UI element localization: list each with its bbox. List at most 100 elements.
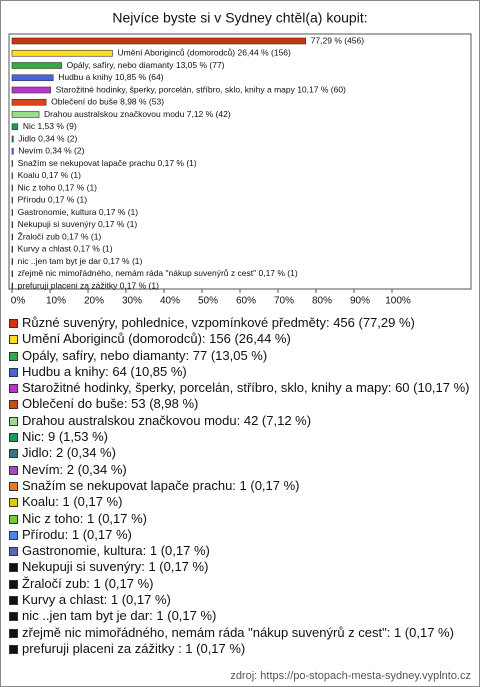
legend-swatch — [9, 335, 18, 345]
legend-swatch — [9, 384, 18, 394]
legend-item: Drahou australskou značkovou modu: 42 (7… — [9, 413, 471, 429]
legend-item: Gastronomie, kultura: 1 (0,17 %) — [9, 543, 471, 559]
value-label: nic ..jen tam byt je dar 0,17 % (1) — [18, 256, 143, 266]
legend-swatch — [9, 612, 18, 622]
value-label: Oblečení do buše 8,98 % (53) — [51, 97, 164, 107]
x-tick-label: 90% — [350, 296, 370, 307]
x-tick-label: 30% — [122, 296, 142, 307]
legend-label: Jidlo: 2 (0,34 %) — [22, 445, 116, 461]
legend-label: Oblečení do buše: 53 (8,98 %) — [22, 396, 199, 412]
legend-swatch — [9, 644, 18, 654]
bar — [11, 49, 113, 57]
legend-label: Přírodu: 1 (0,17 %) — [22, 526, 132, 542]
bar — [11, 282, 13, 290]
value-label: prefuruji placeni za zážitky 0,17 % (1) — [18, 280, 159, 290]
legend-label: Nevím: 2 (0,34 %) — [22, 461, 127, 477]
bar — [11, 184, 13, 192]
bar — [11, 196, 13, 204]
legend-label: Nekupuji si suvenýry: 1 (0,17 %) — [22, 559, 209, 575]
x-tick-label: 0% — [11, 296, 26, 307]
legend-swatch — [9, 579, 18, 589]
value-label: Drahou australskou značkovou modu 7,12 %… — [44, 109, 231, 119]
value-label: Nekupuji si suvenýry 0,17 % (1) — [18, 219, 138, 229]
value-label: Koalu 0,17 % (1) — [18, 170, 81, 180]
value-label: Snažím se nekupovat lapače prachu 0,17 %… — [18, 158, 197, 168]
legend-item: nic ..jen tam byt je dar: 1 (0,17 %) — [9, 608, 471, 624]
x-tick-label: 40% — [160, 296, 180, 307]
bar — [11, 270, 13, 278]
legend-label: Různé suvenýry, pohlednice, vzpomínkové … — [22, 315, 415, 330]
value-label: Nic z toho 0,17 % (1) — [18, 182, 98, 192]
legend-label: Nic: 9 (1,53 %) — [22, 429, 108, 445]
legend-swatch — [9, 465, 18, 475]
legend-label: Snažím se nekupovat lapače prachu: 1 (0,… — [22, 477, 300, 493]
legend-item: Koalu: 1 (0,17 %) — [9, 494, 471, 510]
bar — [11, 37, 307, 45]
legend-item: Nekupuji si suvenýry: 1 (0,17 %) — [9, 559, 471, 575]
value-label: Nic 1,53 % (9) — [23, 121, 77, 131]
legend-item: Starožitné hodinky, šperky, porcelán, st… — [9, 380, 471, 396]
legend-swatch — [9, 498, 18, 508]
bar — [11, 98, 47, 106]
legend-swatch — [9, 547, 18, 557]
legend-swatch — [9, 433, 18, 443]
legend-swatch — [9, 400, 18, 410]
legend-item: prefuruji placeni za zážitky : 1 (0,17 %… — [9, 641, 471, 657]
bar — [11, 147, 14, 155]
value-label: Starožitné hodinky, šperky, porcelán, st… — [56, 84, 346, 94]
bar — [11, 233, 13, 241]
legend-label: zřejmě nic mimořádného, nemám ráda "náku… — [22, 624, 454, 640]
bar — [11, 221, 13, 229]
legend-item: Opály, safíry, nebo diamanty: 77 (13,05 … — [9, 348, 471, 364]
value-label: Žraločí zub 0,17 % (1) — [18, 231, 102, 241]
value-label: Umění Aboriginců (domorodců) 26,44 % (15… — [117, 48, 291, 58]
legend-item: Žraločí zub: 1 (0,17 %) — [9, 576, 471, 592]
legend: Různé suvenýry, pohlednice, vzpomínkové … — [9, 315, 471, 657]
legend-swatch — [9, 416, 18, 426]
legend-swatch — [9, 530, 18, 540]
legend-label: Umění Aboriginců (domorodců): 156 (26,44… — [22, 331, 291, 347]
legend-label: prefuruji placeni za zážitky : 1 (0,17 %… — [22, 640, 246, 656]
legend-swatch — [9, 514, 18, 524]
legend-swatch — [9, 563, 18, 573]
x-tick-label: 80% — [312, 296, 332, 307]
chart: Nejvíce byste si v Sydney chtěl(a) koupi… — [8, 10, 472, 307]
bar — [11, 245, 13, 253]
value-label: Jidlo 0,34 % (2) — [18, 133, 77, 143]
legend-label: Gastronomie, kultura: 1 (0,17 %) — [22, 543, 210, 559]
legend-swatch — [9, 628, 18, 638]
legend-label: Koalu: 1 (0,17 %) — [22, 494, 123, 510]
legend-swatch — [9, 367, 18, 377]
legend-label: Opály, safíry, nebo diamanty: 77 (13,05 … — [22, 347, 268, 363]
bar — [11, 62, 62, 69]
bar — [11, 135, 14, 143]
value-label: Hudbu a knihy 10,85 % (64) — [58, 72, 164, 82]
x-tick-label: 10% — [46, 296, 66, 307]
legend-label: Starožitné hodinky, šperky, porcelán, st… — [22, 380, 470, 396]
x-tick-label: 60% — [236, 296, 256, 307]
legend-item: Jidlo: 2 (0,34 %) — [9, 445, 471, 461]
legend-label: Nic z toho: 1 (0,17 %) — [22, 510, 147, 526]
value-label: 77,29 % (456) — [311, 35, 365, 45]
legend-item: Různé suvenýry, pohlednice, vzpomínkové … — [9, 315, 471, 331]
bar — [11, 160, 13, 167]
bar — [11, 123, 19, 131]
legend-item: Přírodu: 1 (0,17 %) — [9, 527, 471, 543]
legend-item: zřejmě nic mimořádného, nemám ráda "náku… — [9, 625, 471, 641]
bar — [11, 111, 40, 118]
bar — [11, 86, 51, 94]
legend-swatch — [9, 351, 18, 361]
value-label: Kurvy a chlast 0,17 % (1) — [18, 244, 113, 254]
x-tick-label: 50% — [198, 296, 218, 307]
value-label: Opály, safíry, nebo diamanty 13,05 % (77… — [67, 60, 225, 70]
legend-item: Oblečení do buše: 53 (8,98 %) — [9, 396, 471, 412]
legend-item: Snažím se nekupovat lapače prachu: 1 (0,… — [9, 478, 471, 494]
legend-item: Nic z toho: 1 (0,17 %) — [9, 511, 471, 527]
bar — [11, 258, 13, 265]
value-label: zřejmě nic mimořádného, nemám ráda "náku… — [18, 268, 298, 278]
bar — [11, 172, 13, 180]
legend-swatch — [9, 481, 18, 491]
legend-item: Kurvy a chlast: 1 (0,17 %) — [9, 592, 471, 608]
legend-label: Drahou australskou značkovou modu: 42 (7… — [22, 412, 312, 428]
